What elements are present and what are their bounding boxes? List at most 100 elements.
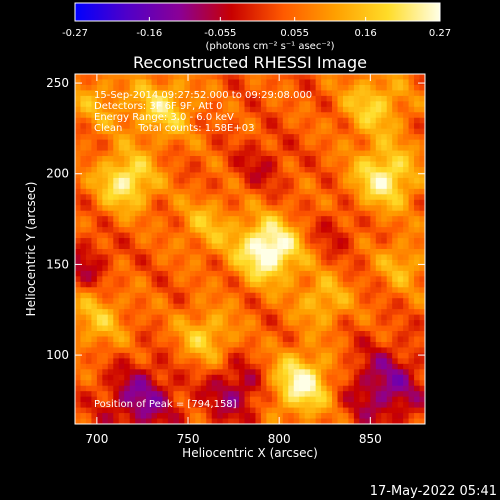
heatmap-cell [228,325,234,332]
heatmap-cell [359,238,366,244]
heatmap-cell [80,134,87,141]
heatmap-cell [184,106,191,113]
heatmap-cell [310,84,317,91]
heatmap-cell [135,139,142,146]
heatmap-cell [162,325,169,332]
heatmap-cell [375,331,382,337]
heatmap-cell [162,352,169,359]
heatmap-cell [162,150,169,157]
heatmap-cell [167,341,174,348]
heatmap-cell [222,391,229,398]
heatmap-cell [91,391,98,398]
heatmap-cell [118,128,125,135]
heatmap-cell [342,298,349,305]
y-tick-label: 250 [46,76,69,90]
heatmap-cell [260,134,267,141]
heatmap-cell [184,254,191,261]
heatmap-cell [321,259,327,266]
heatmap-cell [211,418,218,425]
heatmap-cell [419,161,426,168]
heatmap-cell [277,358,284,365]
heatmap-cell [250,385,256,392]
heatmap-cell [381,128,388,135]
heatmap-cell [211,238,218,244]
heatmap-cell [195,238,202,244]
heatmap-cell [381,352,388,359]
heatmap-cell [80,232,87,239]
heatmap-cell [364,156,371,162]
heatmap-cell [386,101,393,108]
heatmap-cell [91,385,98,392]
heatmap-cell [375,74,382,80]
heatmap-cell [151,380,158,387]
heatmap-cell [337,139,344,146]
heatmap-cell [315,336,322,343]
heatmap-cell [211,95,218,102]
heatmap-cell [118,249,125,255]
heatmap-cell [91,123,98,130]
heatmap-cell [408,183,415,190]
heatmap-cell [222,331,229,337]
heatmap-cell [200,139,207,146]
heatmap-cell [408,243,415,250]
heatmap-cell [288,276,295,283]
heatmap-cell [135,106,142,113]
heatmap-cell [392,199,399,206]
heatmap-cell [162,123,169,130]
heatmap-cell [80,112,87,119]
heatmap-cell [408,407,415,414]
heatmap-cell [107,281,114,288]
heatmap-cell [162,183,169,190]
heatmap-cell [403,177,409,184]
heatmap-cell [239,172,245,179]
heatmap-cell [304,172,311,179]
heatmap-cell [266,95,273,102]
heatmap-cell [85,150,92,157]
heatmap-cell [332,150,338,157]
heatmap-cell [118,270,125,277]
heatmap-cell [266,227,273,233]
heatmap-cell [102,188,109,195]
heatmap-cell [239,358,245,365]
heatmap-cell [386,254,393,261]
heatmap-cell [348,84,355,91]
heatmap-cell [107,402,114,408]
heatmap-cell [304,303,311,310]
colorbar-unit-label: (photons cm⁻² s⁻¹ asec⁻²) [205,41,334,52]
heatmap-cell [321,106,327,113]
heatmap-cell [184,259,191,266]
heatmap-cell [211,112,218,119]
heatmap-cell [260,259,267,266]
heatmap-cell [102,298,109,305]
heatmap-cell [85,249,92,255]
heatmap-cell [206,309,213,316]
heatmap-cell [414,396,420,403]
heatmap-cell [386,134,393,141]
heatmap-cell [173,298,180,305]
heatmap-cell [381,74,388,80]
heatmap-cell [167,90,174,97]
heatmap-cell [189,238,196,244]
heatmap-cell [332,183,338,190]
heatmap-cell [244,418,251,425]
heatmap-cell [85,369,92,376]
heatmap-cell [375,177,382,184]
heatmap-cell [173,79,180,86]
heatmap-cell [189,90,196,97]
heatmap-cell [124,369,131,376]
heatmap-cell [255,281,262,288]
heatmap-cell [200,161,207,168]
heatmap-cell [332,166,338,173]
heatmap-cell [184,391,191,398]
heatmap-cell [277,276,284,283]
heatmap-cell [315,407,322,414]
heatmap-cell [135,396,142,403]
heatmap-cell [178,128,185,135]
heatmap-cell [118,281,125,288]
heatmap-cell [228,347,234,354]
heatmap-cell [293,210,300,217]
heatmap-cell [211,369,218,376]
heatmap-cell [250,188,256,195]
heatmap-cell [381,150,388,157]
heatmap-cell [178,134,185,141]
